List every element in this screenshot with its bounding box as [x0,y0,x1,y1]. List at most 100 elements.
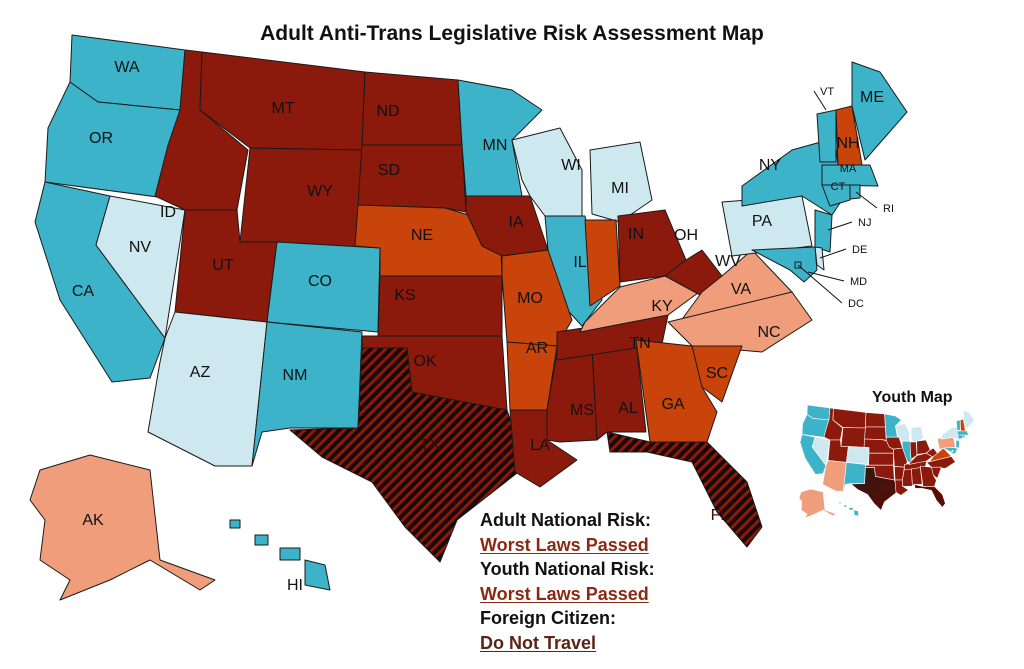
state-label: OR [89,130,113,147]
legend-value: Worst Laws Passed [480,534,649,555]
state-label: DC [848,298,864,310]
state-shape [251,321,363,467]
state-shape [963,410,975,431]
state-label: HI [287,577,303,594]
leader-line [813,90,827,111]
state-label: TX [420,437,441,454]
state-shape [821,184,851,207]
state-shape [956,419,961,431]
state-label: GA [661,396,684,413]
legend-value: Worst Laws Passed [480,583,649,604]
state-shape [864,426,887,441]
state-label: PA [752,213,772,230]
state-label: MT [271,100,294,117]
state-shape [884,413,902,438]
legend-label: Adult National Risk: [480,510,652,530]
state-label: CA [72,283,95,300]
state-label: MI [611,180,629,197]
state-shape [304,559,331,591]
state-label: FL [711,507,730,524]
leader-line [819,248,847,259]
state-mi [910,426,924,443]
state-shape [941,425,962,442]
label-leader-lines [797,90,878,304]
state-shape [822,460,847,492]
leader-line [807,271,845,282]
state-shape [377,275,503,337]
state-nj [814,209,833,253]
state-ak [29,454,216,601]
state-label: OK [413,353,436,370]
state-fl [606,431,763,548]
national-risk-legend: Adult National Risk: Worst Laws Passed Y… [480,508,655,655]
state-shape [902,466,913,487]
state-shape [865,412,886,428]
state-label: CO [308,273,332,290]
state-shape [843,462,866,492]
state-shape [606,431,763,548]
state-in [584,219,621,307]
state-label: WA [114,59,140,76]
legend-label: Youth National Risk: [480,559,655,579]
state-label: IN [628,226,644,243]
state-shape [851,61,908,161]
state-hi [229,519,331,591]
state-label: SC [706,365,728,382]
state-vt [956,419,961,431]
state-nd [865,412,886,428]
state-label: OH [674,227,698,244]
leader-line [827,221,853,231]
state-mn [884,413,902,438]
state-label: NV [129,239,152,256]
state-shape [853,509,860,517]
state-fl [914,484,946,508]
legend-label: Foreign Citizen: [480,608,616,628]
state-ak [798,488,837,519]
state-shape [798,488,837,519]
adult-map [29,34,908,601]
state-label: ME [860,89,884,106]
state-shape [821,164,879,187]
state-shape [147,311,268,467]
state-shape [957,430,969,436]
state-shape [909,441,918,460]
state-ma [957,430,969,436]
state-va [679,249,793,323]
state-mn [457,79,543,197]
state-tx [850,467,899,511]
state-label: MN [483,137,508,154]
state-shape [926,456,956,469]
state-shape [679,249,793,323]
state-shape [910,426,924,443]
adult-map-labels: WA OR CA NV ID MT WY UT AZ CO NM ND SD NE KS OK TX MN IA WI… [72,59,894,594]
state-ks [377,275,503,337]
state-label: NC [757,324,780,341]
state-shape [229,519,241,529]
state-shape [843,504,847,508]
state-nm [843,462,866,492]
state-co [846,446,870,465]
state-label: AZ [190,364,211,381]
state-az [822,460,847,492]
state-shape [279,547,301,561]
state-shape [814,209,833,253]
state-md [943,447,957,455]
state-shape [457,79,543,197]
state-label: NM [283,367,308,384]
state-shape [840,427,866,448]
state-label: LA [530,437,550,454]
state-label: MA [840,163,857,175]
youth-map [798,404,975,519]
state-label: NY [759,157,782,174]
state-nm [251,321,363,467]
state-nc [926,456,956,469]
state-label: MO [517,290,543,307]
state-label: IA [508,214,523,231]
state-ri [962,434,966,439]
state-wy [239,147,363,249]
state-shape [838,501,842,504]
state-label: VA [731,281,751,298]
state-shape [357,144,467,213]
state-label: NH [836,135,859,152]
state-hi [838,501,860,517]
